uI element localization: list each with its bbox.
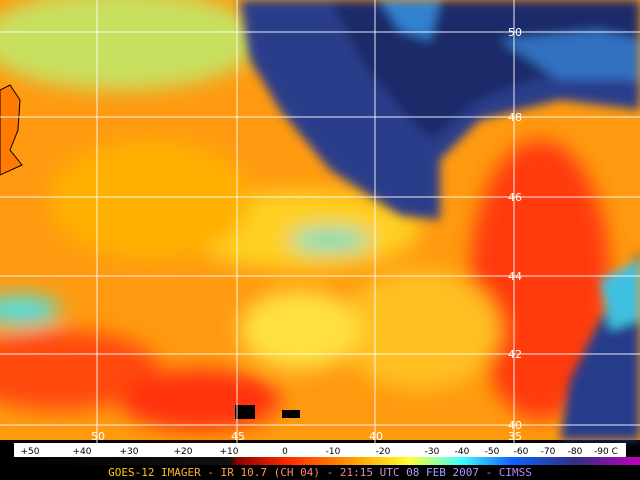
- color-scale-label: -60: [514, 447, 529, 457]
- color-scale-label: +30: [120, 447, 139, 457]
- longitude-label: 35: [508, 430, 522, 443]
- latitude-label: 50: [508, 26, 522, 39]
- cloud-imagery: [0, 0, 640, 440]
- color-scale-labels: +50 +40 +30 +20 +10 0 -10 -20 -30 -40 -50 -60 -70 -80…: [21, 447, 618, 457]
- color-scale-label: -20: [376, 447, 391, 457]
- color-scale-label: -40: [455, 447, 470, 457]
- color-scale-label: +50: [21, 447, 40, 457]
- color-scale-label: -80: [568, 447, 583, 457]
- color-scale-label: +40: [73, 447, 92, 457]
- color-scale-label: +10: [220, 447, 239, 457]
- color-scale-label: +20: [174, 447, 193, 457]
- longitude-label: 50: [91, 430, 105, 443]
- latitude-label: 46: [508, 191, 522, 204]
- latitude-label: 40: [508, 419, 522, 432]
- longitude-label: 45: [231, 430, 245, 443]
- caption: GOES-12 IMAGER - IR 10.7 (CH 04) - 21:15…: [108, 466, 532, 479]
- color-scale-label: -50: [485, 447, 500, 457]
- color-scale-label: 0: [282, 447, 288, 457]
- color-scale-label: -10: [326, 447, 341, 457]
- latitude-label: 48: [508, 111, 522, 124]
- longitude-label: 40: [369, 430, 383, 443]
- color-scale-label: -70: [541, 447, 556, 457]
- latitude-label: 42: [508, 348, 522, 361]
- latitude-label: 44: [508, 270, 522, 283]
- color-scale-bar: [0, 457, 640, 465]
- color-scale-background: [14, 443, 626, 457]
- color-scale-label: -90 C: [594, 447, 618, 457]
- color-scale-label: -30: [425, 447, 440, 457]
